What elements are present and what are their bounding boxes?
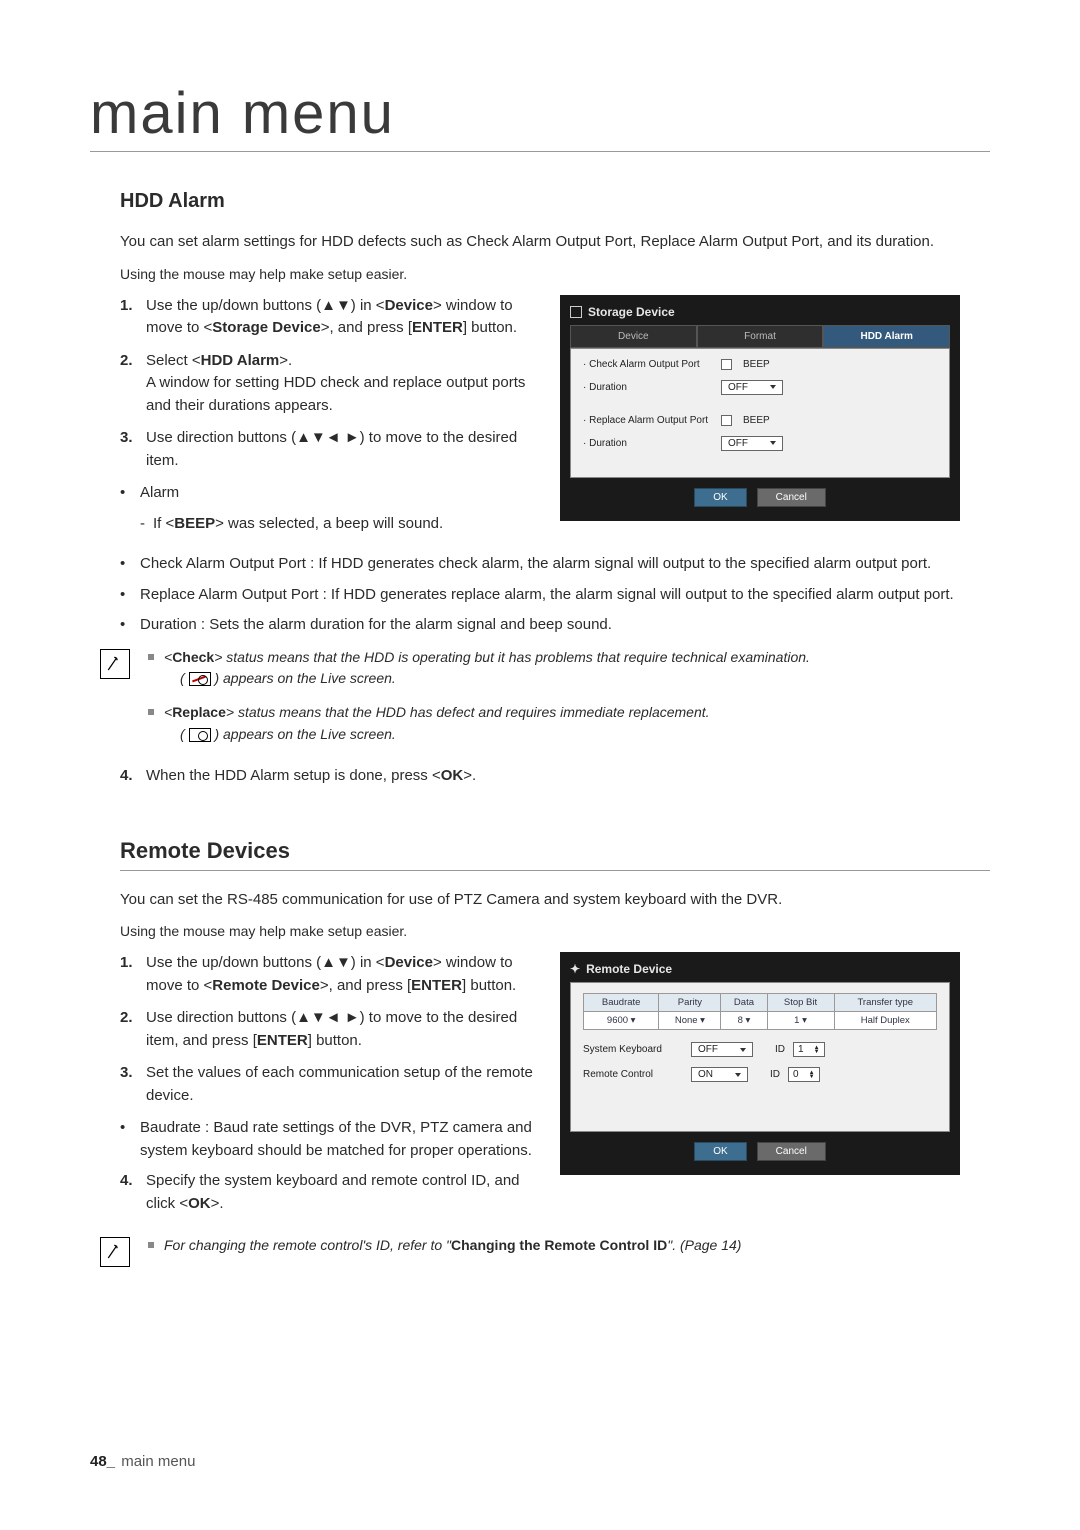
duration-label-2: · Duration [583,438,713,449]
tab-device[interactable]: Device [570,325,697,348]
storage-icon [570,306,582,318]
data-select[interactable]: 8 ▾ [721,1012,767,1030]
step-number: 1. [120,295,138,340]
ok-button[interactable]: OK [694,1142,746,1161]
spinner-buttons-icon: ▲▼ [814,1046,820,1054]
duration-label-1: · Duration [583,382,713,393]
chevron-down-icon [770,385,776,389]
beep-checkbox-2[interactable] [721,415,732,426]
rc-id-spinner[interactable]: 0▲▼ [788,1067,820,1082]
parity-select[interactable]: None ▾ [659,1012,721,1030]
bullet-baudrate: • Baudrate : Baud rate settings of the D… [120,1117,540,1162]
note-icon [100,649,130,679]
page-footer: 48_ main menu [90,1453,195,1470]
system-keyboard-label: System Keyboard [583,1044,683,1055]
remote-intro: You can set the RS-485 communication for… [120,889,940,912]
beep-label: BEEP [743,359,770,370]
beep-label-2: BEEP [743,415,770,426]
remote-control-select[interactable]: ON [691,1067,748,1082]
note-remote-id: For changing the remote control's ID, re… [148,1235,990,1257]
hdd-step-4: 4. When the HDD Alarm setup is done, pre… [120,765,990,788]
id-label: ID [770,1069,780,1080]
remote-step-1: 1. Use the up/down buttons (▲▼) in <Devi… [120,952,540,997]
step-number: 4. [120,765,138,788]
step-number: 1. [120,952,138,997]
panel-title: Storage Device [570,305,950,319]
bullet-dot-icon: • [120,614,132,637]
hdd-intro: You can set alarm settings for HDD defec… [120,231,940,254]
chevron-down-icon [770,441,776,445]
step-number: 2. [120,350,138,418]
remote-mouse-hint: Using the mouse may help make setup easi… [120,921,940,942]
hdd-step-2: 2. Select <HDD Alarm>. A window for sett… [120,350,540,418]
check-alarm-label: · Check Alarm Output Port [583,359,713,370]
transfer-value: Half Duplex [834,1012,936,1030]
hdd-step-1: 1. Use the up/down buttons (▲▼) in <Devi… [120,295,540,340]
spinner-buttons-icon: ▲▼ [809,1071,815,1079]
square-bullet-icon [148,1242,154,1248]
bullet-dot-icon: • [120,482,132,505]
hdd-check-icon [189,672,211,686]
stopbit-select[interactable]: 1 ▾ [767,1012,834,1030]
tab-hdd-alarm[interactable]: HDD Alarm [823,325,950,348]
chevron-down-icon [735,1073,741,1077]
remote-step-4: 4. Specify the system keyboard and remot… [120,1170,540,1215]
system-keyboard-select[interactable]: OFF [691,1042,753,1057]
duration-select-1[interactable]: OFF [721,380,783,395]
step-number: 4. [120,1170,138,1215]
remote-step-3: 3. Set the values of each communication … [120,1062,540,1107]
bullet-check-port: • Check Alarm Output Port : If HDD gener… [120,553,990,576]
step-number: 3. [120,427,138,472]
comm-settings-table: Baudrate Parity Data Stop Bit Transfer t… [583,993,937,1030]
panel-title: ✦Remote Device [570,962,950,976]
dash: - [140,513,145,536]
tab-format[interactable]: Format [697,325,824,348]
bullet-dot-icon: • [120,553,132,576]
ok-button[interactable]: OK [694,488,746,507]
baudrate-select[interactable]: 9600 ▾ [584,1012,659,1030]
bullet-dot-icon: • [120,1117,132,1162]
remote-devices-heading: Remote Devices [120,838,990,871]
step-number: 2. [120,1007,138,1052]
cancel-button[interactable]: Cancel [757,488,826,507]
bullet-dot-icon: • [120,584,132,607]
note-check: <Check> status means that the HDD is ope… [148,647,990,696]
beep-checkbox[interactable] [721,359,732,370]
hdd-alarm-form: · Check Alarm Output Port BEEP · Duratio… [570,348,950,478]
bullet-duration: • Duration : Sets the alarm duration for… [120,614,990,637]
hdd-alarm-heading: HDD Alarm [120,190,990,213]
remote-device-panel: ✦Remote Device Baudrate Parity Data Stop… [560,952,960,1175]
th-transfer: Transfer type [834,994,936,1012]
chevron-down-icon [740,1048,746,1052]
hdd-replace-icon [189,728,211,742]
th-data: Data [721,994,767,1012]
bullet-replace-port: • Replace Alarm Output Port : If HDD gen… [120,584,990,607]
page-number: 48_ [90,1453,115,1470]
sub-bullet-beep: - If <BEEP> was selected, a beep will so… [140,513,540,536]
th-stopbit: Stop Bit [767,994,834,1012]
square-bullet-icon [148,709,154,715]
hdd-mouse-hint: Using the mouse may help make setup easi… [120,264,940,285]
square-bullet-icon [148,654,154,660]
note-replace: <Replace> status means that the HDD has … [148,702,990,751]
storage-device-panel: Storage Device Device Format HDD Alarm ·… [560,295,960,521]
page-title: main menu [90,80,990,152]
bullet-alarm: • Alarm [120,482,540,505]
footer-section: main menu [121,1453,195,1470]
step-number: 3. [120,1062,138,1107]
th-baudrate: Baudrate [584,994,659,1012]
remote-control-label: Remote Control [583,1069,683,1080]
id-label: ID [775,1044,785,1055]
note-icon [100,1237,130,1267]
replace-alarm-label: · Replace Alarm Output Port [583,415,713,426]
sk-id-spinner[interactable]: 1▲▼ [793,1042,825,1057]
remote-step-2: 2. Use direction buttons (▲▼◄ ►) to move… [120,1007,540,1052]
th-parity: Parity [659,994,721,1012]
cancel-button[interactable]: Cancel [757,1142,826,1161]
hdd-step-3: 3. Use direction buttons (▲▼◄ ►) to move… [120,427,540,472]
remote-icon: ✦ [570,962,580,976]
duration-select-2[interactable]: OFF [721,436,783,451]
